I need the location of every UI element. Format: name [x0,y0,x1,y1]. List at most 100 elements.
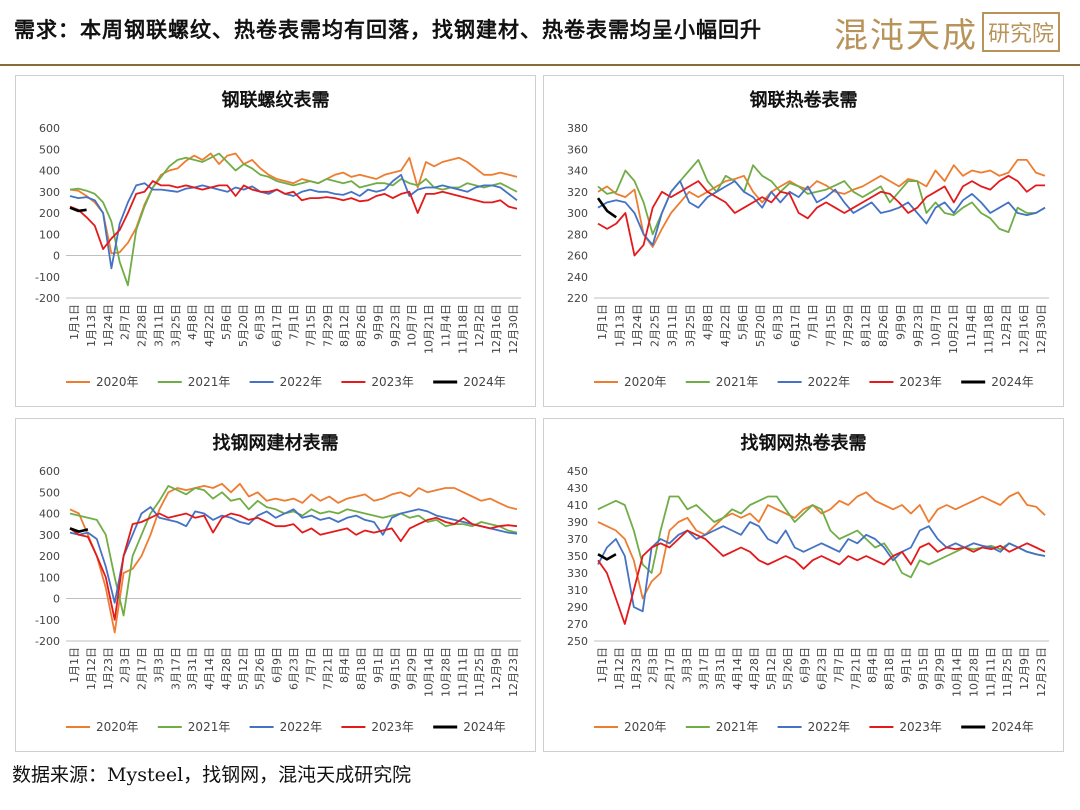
y-tick-label: 320 [567,186,588,199]
y-tick-label: 360 [567,143,588,156]
x-tick-label: 8月4日 [866,647,879,683]
x-tick-label: 3月3日 [680,647,693,683]
x-tick-label: 6月23日 [816,647,829,690]
x-tick-label: 1月24日 [631,304,644,347]
x-tick-label: 10月7日 [406,304,419,347]
legend-label: 2020年 [96,720,139,734]
x-tick-label: 6月23日 [288,647,301,690]
x-tick-label: 5月26日 [782,647,795,690]
chart-title: 找钢网建材表需 [213,432,339,454]
x-tick-label: 3月25日 [684,304,697,347]
x-tick-label: 10月21日 [423,304,436,354]
x-tick-label: 11月11日 [456,647,469,697]
y-tick-label: 390 [567,516,588,529]
x-tick-label: 6月3日 [254,304,267,340]
x-tick-label: 9月29日 [406,647,419,690]
y-tick-label: 200 [39,207,60,220]
x-tick-label: 1月23日 [102,647,115,690]
x-tick-label: 9月9日 [372,304,385,340]
x-tick-label: 8月12日 [859,304,872,347]
x-tick-label: 2月7日 [119,304,132,340]
brand-logo: 混沌天成 研究院 [834,8,1060,56]
x-tick-label: 2月3日 [647,647,660,683]
x-tick-label: 7月1日 [807,304,820,340]
x-tick-label: 5月6日 [220,304,233,340]
x-tick-label: 11月18日 [456,304,469,354]
y-tick-label: 500 [39,486,60,499]
x-tick-label: 11月25日 [1001,647,1014,697]
x-tick-label: 5月12日 [237,647,250,690]
series-line-2020年 [69,482,518,634]
legend-label: 2024年 [463,720,506,734]
x-tick-label: 7月1日 [288,304,301,340]
y-tick-label: 0 [53,593,60,606]
x-tick-label: 9月23日 [389,304,402,347]
legend-label: 2022年 [808,375,851,389]
legend-label: 2023年 [899,720,942,734]
x-tick-label: 4月22日 [203,304,216,347]
y-tick-label: 330 [567,567,588,580]
series-line-2024年 [597,553,617,561]
x-tick-label: 5月20日 [754,304,767,347]
x-tick-label: 1月23日 [630,647,643,690]
x-tick-label: 10月28日 [967,647,980,697]
legend-label: 2021年 [716,375,759,389]
x-tick-label: 8月18日 [883,647,896,690]
x-tick-label: 9月1日 [900,647,913,683]
series-line-2021年 [69,485,518,617]
chart-panel-zgw-hotcoil: 找钢网热卷表需 450 430 410 390 370 350 330 310 290 270 250… [543,418,1064,752]
y-tick-label: -100 [35,614,60,627]
x-tick-label: 7月7日 [304,647,317,683]
series-line-2022年 [597,521,1046,613]
x-tick-label: 3月31日 [186,647,199,690]
x-tick-label: 6月17日 [789,304,802,347]
x-tick-label: 10月28日 [439,647,452,697]
y-tick-label: 100 [39,571,60,584]
x-tick-label: 4月28日 [748,647,761,690]
y-tick-label: 200 [39,550,60,563]
x-tick-label: 6月3日 [772,304,785,340]
chart-title: 找钢网热卷表需 [741,432,867,454]
x-tick-label: 1月1日 [68,304,81,340]
x-tick-label: 9月29日 [934,647,947,690]
y-tick-label: 300 [39,529,60,542]
x-tick-label: 2月17日 [664,647,677,690]
x-tick-label: 8月26日 [877,304,890,347]
y-tick-label: 380 [567,122,588,135]
y-tick-label: 220 [567,292,588,305]
x-tick-label: 12月16日 [1017,304,1030,354]
x-tick-label: 7月21日 [849,647,862,690]
y-tick-label: 100 [39,228,60,241]
legend-label: 2022年 [808,720,851,734]
legend-label: 2021年 [188,375,231,389]
legend-label: 2024年 [463,375,506,389]
x-tick-label: 12月2日 [1000,304,1013,347]
legend-label: 2021年 [188,720,231,734]
x-tick-label: 5月12日 [765,647,778,690]
logo-main-text: 混沌天成 [833,15,978,56]
x-tick-label: 11月4日 [965,304,978,347]
chart-title: 钢联螺纹表需 [222,89,330,111]
x-tick-label: 11月25日 [473,647,486,697]
chart-panel-hotcoil: 钢联热卷表需 380 360 340 320 300 280 260 240 220 1月1日 1月1… [543,75,1064,407]
x-tick-label: 10月7日 [930,304,943,347]
x-tick-label: 1月12日 [613,647,626,690]
legend-label: 2022年 [280,375,323,389]
x-tick-label: 12月23日 [1035,647,1048,697]
y-tick-label: 310 [567,584,588,597]
x-tick-label: 9月23日 [912,304,925,347]
x-tick-label: 7月7日 [832,647,845,683]
y-tick-label: -200 [35,635,60,648]
x-tick-label: 9月9日 [895,304,908,340]
x-tick-label: 1月1日 [68,647,81,683]
chart-svg-rebar: 钢联螺纹表需 600 500 400 300 200 100 0 -100 -200 1月1日 1月1… [35,89,521,389]
y-tick-label: 280 [567,228,588,241]
y-tick-label: 600 [39,465,60,478]
x-tick-label: 3月11日 [666,304,679,347]
legend-label: 2020年 [624,375,667,389]
x-tick-label: 11月18日 [982,304,995,354]
series-line-2020年 [69,152,518,255]
x-tick-label: 4月14日 [731,647,744,690]
x-tick-label: 8月26日 [355,304,368,347]
x-tick-label: 7月29日 [321,304,334,347]
